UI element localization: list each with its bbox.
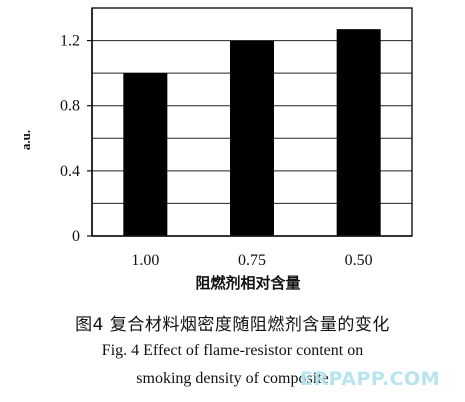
bar-0.50: [336, 29, 381, 236]
y-axis-label: a.u.: [18, 130, 33, 150]
watermark: ERPAPP.COM: [300, 368, 441, 390]
bar-chart: 0 0.4 0.8 1.2 1.00 0.75 0.50 a.u. 阻燃剂相对含量: [18, 7, 413, 292]
y-tick-label: 0.8: [60, 98, 80, 115]
x-tick-label: 1.00: [131, 252, 159, 269]
figure-caption-chinese: 图4 复合材料烟密度随阻燃剂含量的变化: [75, 315, 390, 335]
bars: [123, 29, 381, 237]
x-tick-labels: 1.00 0.75 0.50: [131, 252, 372, 269]
y-tick-labels: 0 0.4 0.8 1.2: [60, 33, 80, 245]
y-tick-label: 1.2: [60, 33, 80, 50]
x-axis-label: 阻燃剂相对含量: [195, 274, 300, 292]
figure-caption-english-line1: Fig. 4 Effect of flame-resistor content …: [101, 342, 364, 359]
bar-1.00: [123, 73, 168, 237]
bar-0.75: [230, 40, 274, 237]
x-tick-label: 0.50: [345, 252, 373, 269]
figure-caption-english-line2: smoking density of composite: [136, 370, 329, 387]
x-tick-label: 0.75: [238, 252, 266, 269]
y-tick-label: 0: [72, 228, 80, 245]
axes: [87, 7, 413, 237]
y-tick-label: 0.4: [60, 163, 80, 180]
